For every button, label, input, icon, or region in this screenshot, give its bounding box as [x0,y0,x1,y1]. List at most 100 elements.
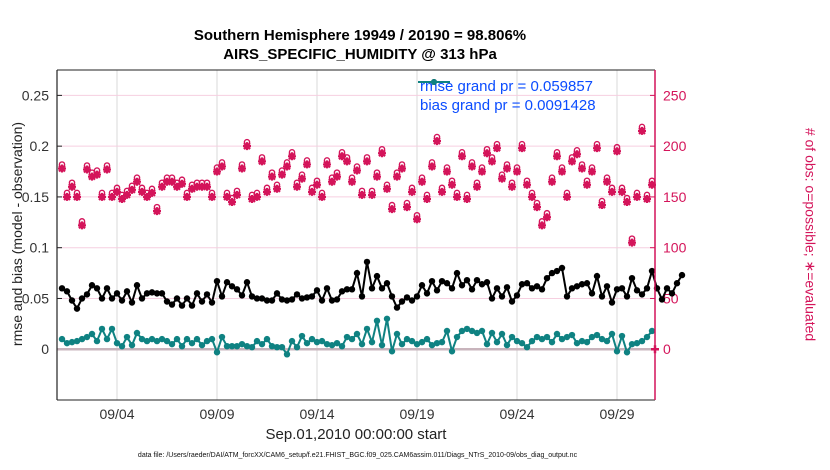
bias-point [623,349,631,356]
bias-point [618,332,626,340]
bias-point [613,348,621,355]
rmse-point [343,286,351,293]
rmse-point [373,272,381,280]
obs-evaluated-point [363,157,371,166]
bias-point [458,327,466,335]
obs-evaluated-point [238,164,246,173]
bias-point [563,333,571,341]
obs-evaluated-point [598,201,606,210]
bias-point [493,338,501,346]
bias-point [508,333,516,341]
obs-evaluated-point [148,188,156,197]
rmse-point [263,297,271,304]
y-tick-label-left: 0.2 [30,138,50,154]
bias-point [418,338,426,346]
bias-point [503,341,511,349]
rmse-point [93,285,101,292]
rmse-point [208,299,216,306]
bias-point [478,327,486,335]
bias-point [123,333,131,341]
bias-point [263,335,271,343]
obs-evaluated-point [388,205,396,214]
obs-evaluated-point [563,192,571,201]
rmse-point [578,281,586,288]
bias-point [643,333,651,341]
rmse-point [643,285,651,292]
bias-point [218,333,226,341]
obs-evaluated-point [153,207,161,216]
obs-evaluated-point [533,203,541,212]
bias-point [298,332,306,340]
rmse-point [138,295,146,302]
obs-evaluated-point [623,198,631,206]
bias-point [118,342,126,350]
rmse-point [348,286,356,293]
y-tick-label-right: 0 [663,341,671,357]
bias-point [88,330,96,338]
obs-evaluated-point [103,165,111,174]
rmse-point [108,295,116,302]
rmse-point [63,288,71,295]
rmse-point [668,290,676,297]
obs-evaluated-point [468,162,476,171]
chart-title-line1: Southern Hemisphere 19949 / 20190 = 98.8… [193,27,527,44]
rmse-point [443,280,451,287]
rmse-point [508,298,516,305]
obs-evaluated-point [248,194,256,203]
obs-evaluated-point [323,160,331,169]
obs-evaluated-point [443,167,451,176]
rmse-point [603,283,611,290]
obs-evaluated-point [203,182,211,191]
rmse-point [513,292,521,299]
bias-point [178,342,186,350]
rmse-point [408,297,416,304]
rmse-point [333,296,341,303]
obs-evaluated-point [258,157,266,166]
rmse-point [433,287,441,294]
bias-point [438,338,446,346]
bias-point [313,338,321,346]
rmse-point [558,264,566,272]
obs-evaluated-point [268,172,276,181]
obs-evaluated-point [398,164,406,173]
obs-evaluated-point [433,137,441,146]
obs-evaluated-point [493,144,501,153]
rmse-point [308,293,316,300]
obs-evaluated-point [448,180,456,189]
rmse-point [233,286,241,293]
bias-point [293,344,301,351]
obs-evaluated-point [548,177,556,186]
rmse-point [423,290,431,297]
obs-evaluated-point [423,194,431,203]
bias-point [243,342,251,350]
rmse-point [563,293,571,300]
bias-point [183,335,191,343]
legend-swatch-bias [418,79,450,85]
bias-point [533,333,541,341]
obs-evaluated-point [143,192,151,201]
bias-point [463,325,471,333]
bias-point [113,339,121,347]
x-tick-label: 09/14 [299,406,334,422]
rmse-point [403,294,411,301]
obs-evaluated-point [168,177,176,186]
obs-evaluated-point [123,190,131,199]
rmse-point [78,295,86,302]
rmse-point [298,295,306,302]
bias-point [423,335,431,343]
x-tick-label: 09/24 [499,406,534,422]
rmse-point [463,276,471,284]
rmse-point [498,293,506,300]
rmse-point [453,269,461,277]
bias-point [453,333,461,341]
bias-point [258,340,266,348]
obs-evaluated-point [263,187,271,196]
obs-evaluated-point [583,180,591,189]
rmse-point [83,291,91,298]
bias-point [268,342,276,350]
bias-point [143,337,151,345]
y-tick-label-left: 0.25 [22,87,49,103]
bias-point [488,329,496,337]
rmse-point [153,290,161,297]
